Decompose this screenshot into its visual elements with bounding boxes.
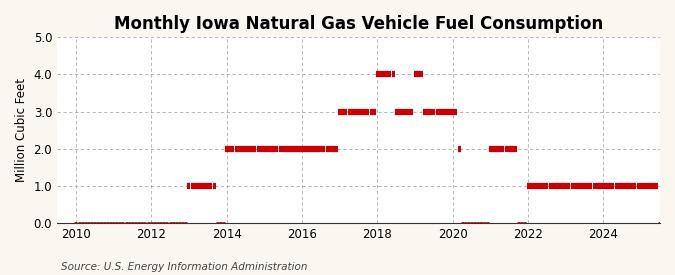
Y-axis label: Million Cubic Feet: Million Cubic Feet: [15, 78, 28, 182]
Text: Source: U.S. Energy Information Administration: Source: U.S. Energy Information Administ…: [61, 262, 307, 272]
Title: Monthly Iowa Natural Gas Vehicle Fuel Consumption: Monthly Iowa Natural Gas Vehicle Fuel Co…: [114, 15, 603, 33]
